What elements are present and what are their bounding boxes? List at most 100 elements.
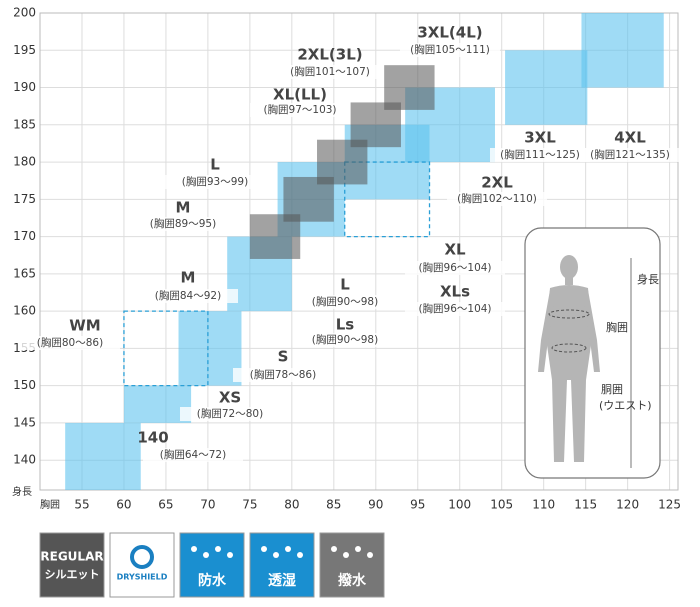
icon-symbol — [130, 545, 154, 569]
size-range: (胸囲96～104) — [418, 302, 491, 315]
label-bg — [133, 217, 233, 231]
icon-symbol — [367, 552, 373, 558]
silhouette — [538, 255, 600, 462]
icon-symbol — [227, 552, 233, 558]
figure-label: 胴囲 — [601, 383, 623, 396]
size-range: (胸囲90～98) — [312, 295, 378, 308]
x-tick-label: 105 — [490, 498, 513, 512]
figure-label: 身長 — [637, 272, 659, 286]
waist-ring — [551, 343, 587, 353]
chest-ring — [548, 309, 590, 319]
icon-symbol — [215, 546, 221, 552]
body-figure: 身長 胸囲 胴囲 (ウエスト) — [524, 227, 661, 479]
label-bg — [447, 192, 547, 206]
size-range: (胸囲89～95) — [150, 217, 216, 230]
label-bg — [250, 103, 350, 117]
icon-text: 透湿 — [268, 573, 296, 589]
icon-text: REGULAR — [40, 550, 103, 564]
icon-text: 撥水 — [338, 572, 367, 589]
icon-symbol — [273, 552, 279, 558]
size-name: 140 — [137, 429, 168, 447]
y-tick-label: 175 — [13, 192, 36, 206]
y-tick-label: 180 — [13, 155, 36, 169]
size-range: (胸囲90～98) — [312, 333, 378, 346]
label-bg — [143, 448, 243, 462]
size-name: XL(LL) — [273, 86, 327, 104]
x-tick-label: 90 — [368, 498, 383, 512]
y-tick-label: 185 — [13, 117, 36, 131]
size-box — [123, 385, 192, 423]
size-range: (胸囲97～103) — [263, 103, 336, 116]
feature-icon: DRYSHIELD — [109, 532, 175, 598]
size-name: L — [210, 156, 220, 174]
size-name: S — [278, 348, 289, 366]
x-tick-label: 85 — [326, 498, 341, 512]
label-bg — [165, 175, 265, 189]
icon-text: 防水 — [198, 572, 227, 589]
size-name: 2XL — [481, 174, 513, 192]
icon-text: シルエット — [45, 568, 100, 581]
x-tick-label: 125 — [658, 498, 681, 512]
size-range: (胸囲101～107) — [290, 65, 370, 78]
label-bg — [295, 295, 395, 309]
y-tick-label: 200 — [13, 6, 36, 20]
feature-icon: 透湿 — [249, 532, 315, 598]
size-name: XL — [444, 241, 466, 259]
y-axis-label: 身長 — [12, 485, 32, 498]
y-tick-label: 160 — [13, 304, 36, 318]
icon-symbol — [203, 552, 209, 558]
icon-symbol — [343, 552, 349, 558]
x-tick-label: 120 — [616, 498, 639, 512]
size-name: Ls — [336, 316, 355, 334]
x-tick-label: 100 — [448, 498, 471, 512]
label-bg — [295, 333, 395, 347]
size-box — [384, 65, 435, 110]
y-tick-label: 190 — [13, 80, 36, 94]
size-range: (胸囲121～135) — [590, 148, 670, 161]
plot-frame — [39, 12, 679, 491]
icon-box — [179, 532, 245, 598]
size-range: (胸囲64～72) — [160, 448, 226, 461]
size-range: (胸囲80～86) — [37, 336, 103, 349]
y-tick-label: 195 — [13, 43, 36, 57]
size-name: M — [181, 269, 196, 287]
size-box — [581, 13, 664, 88]
x-tick-label: 115 — [574, 498, 597, 512]
y-tick-label: 170 — [13, 229, 36, 243]
label-bg — [490, 148, 590, 162]
icon-text: DRYSHIELD — [117, 573, 168, 582]
size-range: (胸囲93～99) — [182, 175, 248, 188]
size-name: 3XL — [524, 129, 556, 147]
size-range: (胸囲102～110) — [457, 192, 537, 205]
icon-box — [319, 532, 385, 598]
label-bg — [138, 289, 238, 303]
size-name: WM — [69, 317, 100, 335]
size-box — [65, 422, 141, 490]
icon-symbol — [297, 552, 303, 558]
feature-icon: 撥水 — [319, 532, 385, 598]
size-box — [344, 161, 431, 238]
size-name: XS — [219, 389, 241, 407]
x-tick-label: 110 — [532, 498, 555, 512]
x-tick-label: 65 — [158, 498, 173, 512]
y-tick-label: 150 — [13, 378, 36, 392]
figure-label: (ウエスト) — [599, 399, 652, 412]
feature-icon: 防水 — [179, 532, 245, 598]
size-box — [505, 50, 588, 125]
icon-symbol — [331, 546, 337, 552]
icon-box — [39, 532, 105, 598]
x-tick-label: 60 — [116, 498, 131, 512]
size-range: (胸囲78～86) — [250, 368, 316, 381]
icon-symbol — [355, 546, 361, 552]
label-bg — [280, 65, 380, 79]
size-range: (胸囲72～80) — [197, 407, 263, 420]
y-tick-label: 165 — [13, 266, 36, 280]
size-range: (胸囲111～125) — [500, 148, 580, 161]
size-name: 2XL(3L) — [297, 46, 362, 64]
label-bg — [580, 148, 680, 162]
x-tick-label: 80 — [284, 498, 299, 512]
icon-symbol — [191, 546, 197, 552]
x-tick-label: 55 — [74, 498, 89, 512]
label-bg — [233, 368, 333, 382]
